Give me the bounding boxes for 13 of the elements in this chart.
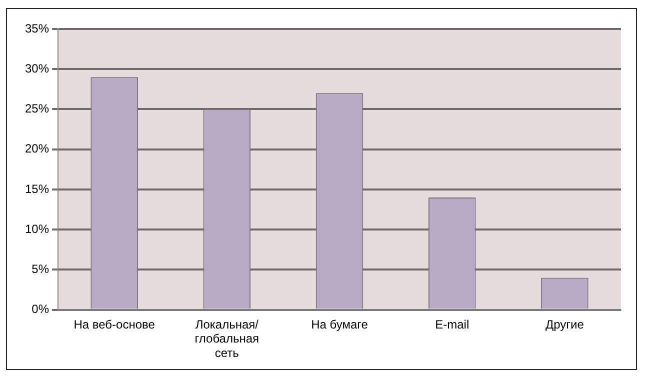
x-tick-label: Локальная/ глобальная сеть [194,317,260,360]
y-tick-label: 20% [24,142,50,156]
x-tick-label: E-mail [435,317,470,332]
y-tick-label: 15% [24,182,50,196]
x-tick-label: На бумаге [311,317,368,332]
y-tick-label: 25% [24,102,50,116]
y-tick-label: 35% [24,21,50,36]
y-tick-label: 5% [32,262,50,276]
x-tick-label: На веб-основе [74,317,156,332]
y-tick-label: 10% [24,222,50,236]
y-tick-label: 30% [24,61,50,76]
x-tick-label: Другие [545,317,584,332]
y-tick-label: 0% [32,302,50,316]
